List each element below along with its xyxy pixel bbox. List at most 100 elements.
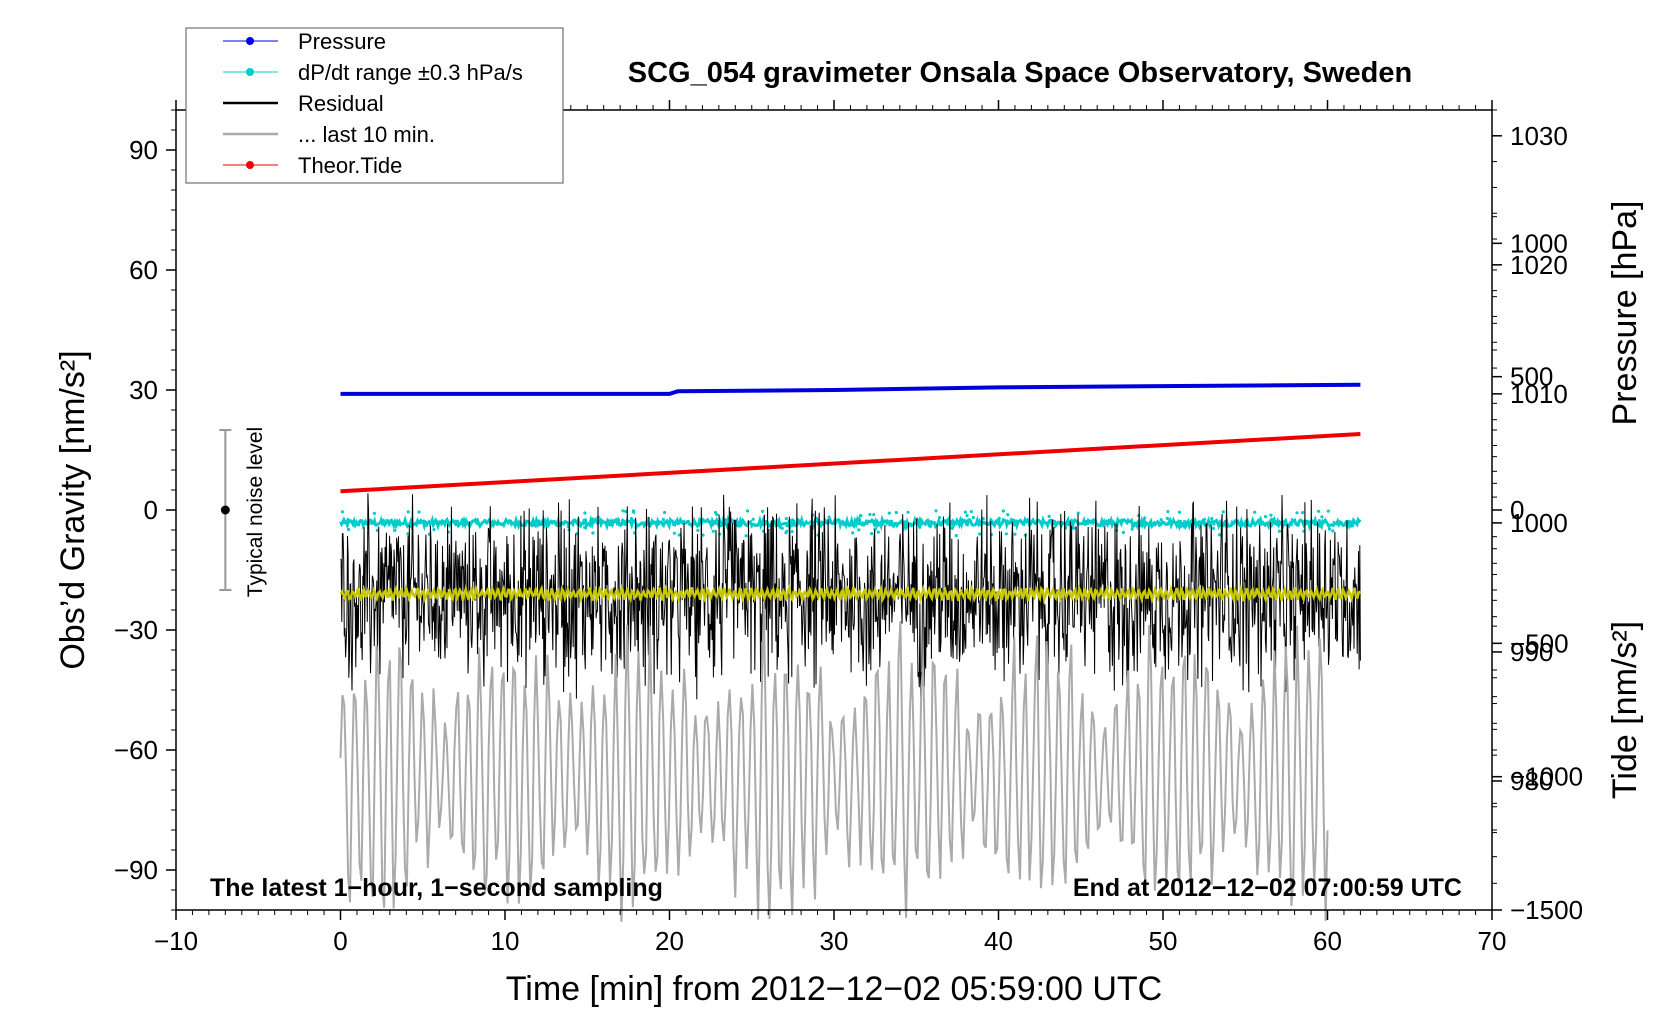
series-line xyxy=(340,493,1361,700)
series-point xyxy=(1026,518,1030,522)
legend-marker xyxy=(246,161,254,169)
series-layer xyxy=(219,382,1362,922)
y-tide-tick-label: 500 xyxy=(1510,362,1553,392)
series-point xyxy=(632,510,636,514)
y-pressure-tick-label: 1020 xyxy=(1510,250,1568,280)
series-point xyxy=(1107,518,1111,523)
series-point xyxy=(414,521,418,526)
x-axis-label: Time [min] from 2012−12−02 05:59:00 UTC xyxy=(506,970,1162,1008)
y-pressure-tick-label: 1010 xyxy=(1510,379,1568,409)
series-point xyxy=(868,512,872,517)
legend-item: ... last 10 min. xyxy=(223,122,435,147)
series-point xyxy=(1121,530,1125,535)
series-point xyxy=(1108,521,1112,525)
legend-label: Theor.Tide xyxy=(298,153,402,178)
series-point xyxy=(1317,509,1321,513)
series-point xyxy=(876,530,880,534)
series-point xyxy=(918,525,922,529)
y-axis-label-tide: Tide [nm/s²] xyxy=(1606,621,1644,799)
series-point xyxy=(417,510,421,514)
series-point xyxy=(713,510,718,515)
series-point xyxy=(928,524,932,528)
series-point xyxy=(873,527,877,531)
y-tide-tick-label: 0 xyxy=(1510,495,1524,525)
series-point xyxy=(677,533,681,537)
legend-item: dP/dt range ±0.3 hPa/s xyxy=(223,60,523,85)
series-point xyxy=(1295,511,1299,515)
series-point xyxy=(997,519,1001,523)
series-point xyxy=(1331,529,1335,533)
series-point xyxy=(629,517,634,521)
series-point xyxy=(1212,522,1216,526)
series-point xyxy=(462,523,466,527)
series-point xyxy=(483,518,487,523)
y-left-tick-label: 90 xyxy=(129,135,158,165)
series-theor-tide xyxy=(340,432,1361,494)
series-point xyxy=(906,510,910,514)
series-point xyxy=(780,526,784,530)
series-point xyxy=(1147,523,1152,527)
series-residual xyxy=(340,493,1361,700)
series-point xyxy=(385,520,389,524)
series-point xyxy=(342,520,346,525)
series-point xyxy=(672,531,677,535)
series-point xyxy=(621,509,625,513)
series-point xyxy=(997,516,1001,521)
series-point xyxy=(667,522,672,526)
legend-label: Residual xyxy=(298,91,384,116)
noise-bar xyxy=(219,429,232,591)
legend: Pressure dP/dt range ±0.3 hPa/s Residual..… xyxy=(185,27,564,184)
legend-marker xyxy=(246,68,254,76)
y-axis-label-pressure: Pressure [hPa] xyxy=(1606,201,1644,426)
y-left-tick-label: −60 xyxy=(114,735,158,765)
series-point xyxy=(751,517,755,521)
series-point xyxy=(851,531,855,535)
series-point xyxy=(887,511,891,515)
series-point xyxy=(346,518,350,522)
series-point xyxy=(406,532,410,536)
series-point xyxy=(963,510,968,514)
series-point xyxy=(438,520,442,524)
series-point xyxy=(965,513,969,518)
series-point xyxy=(1076,511,1080,515)
series-point xyxy=(1326,509,1330,513)
series-point xyxy=(624,509,628,514)
legend-box xyxy=(185,27,564,184)
series-point xyxy=(1269,513,1273,517)
y-left-tick-label: 0 xyxy=(144,495,158,525)
series-point xyxy=(872,513,876,517)
series-point xyxy=(1210,516,1214,521)
x-tick-label: 30 xyxy=(820,926,849,956)
series-residual-smoothed xyxy=(339,582,1361,605)
series-point xyxy=(347,527,351,532)
series-point xyxy=(1047,514,1051,519)
series-point xyxy=(1320,515,1324,519)
legend-label: dP/dt range ±0.3 hPa/s xyxy=(298,60,523,85)
series-pressure xyxy=(340,382,1361,396)
series-point xyxy=(711,529,716,533)
series-point xyxy=(696,528,700,533)
series-point xyxy=(701,533,705,537)
series-point xyxy=(1130,527,1134,531)
series-point xyxy=(937,516,942,520)
series-point xyxy=(418,519,422,523)
noise-bar-center xyxy=(220,505,230,515)
series-point xyxy=(372,511,376,515)
series-point xyxy=(894,510,898,515)
series-point xyxy=(1165,516,1169,521)
series-point xyxy=(1301,510,1305,515)
series-point xyxy=(1140,519,1144,524)
series-point xyxy=(978,532,982,536)
x-tick-label: 10 xyxy=(491,926,520,956)
series-point xyxy=(981,517,985,521)
series-point xyxy=(1317,519,1321,523)
series-point xyxy=(1202,517,1207,521)
axis-layer: −10 0 10 20 30 40 50 60 709060300−30−60−90103010… xyxy=(114,100,1583,956)
series-point xyxy=(1122,518,1126,522)
series-line xyxy=(339,603,1329,922)
series-point xyxy=(1157,523,1161,527)
chart-title: SCG_054 gravimeter Onsala Space Observat… xyxy=(628,57,1412,89)
series-point xyxy=(545,524,549,528)
series-point xyxy=(1253,510,1257,514)
